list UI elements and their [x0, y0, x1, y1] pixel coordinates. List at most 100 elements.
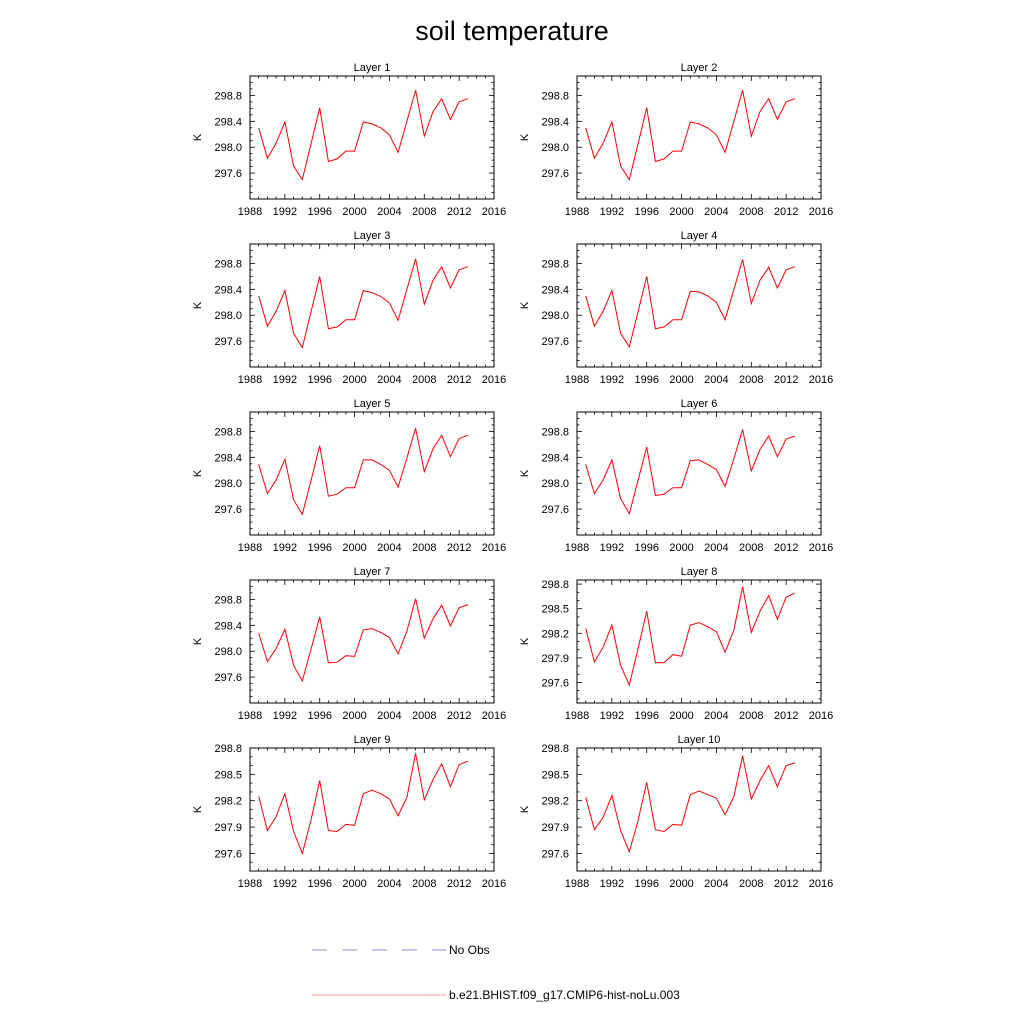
y-tick-label: 298.0	[541, 478, 569, 490]
series-line	[258, 598, 469, 683]
y-tick-label: 298.0	[214, 478, 242, 490]
y-tick-label: 297.6	[541, 336, 569, 348]
x-tick-label: 2000	[342, 374, 366, 386]
x-tick-label: 2008	[739, 374, 763, 386]
x-tick-label: 2004	[377, 206, 401, 218]
x-tick-label: 1988	[565, 710, 589, 722]
y-tick-label: 297.6	[214, 672, 242, 684]
figure-title: soil temperature	[415, 16, 609, 46]
panel-layer-4: Layer 4 1988 1992 1996 2000 2004 2008 2012 2016 2…	[519, 230, 833, 386]
y-tick-label: 297.9	[541, 653, 569, 665]
x-tick-label: 1992	[273, 878, 297, 890]
panel-title: Layer 1	[354, 62, 391, 74]
panel-layer-3: Layer 3 1988 1992 1996 2000 2004 2008 2012 2016 2…	[192, 230, 506, 386]
x-tick-label: 1996	[634, 542, 658, 554]
y-tick-label: 298.8	[541, 743, 569, 755]
legend-label: No Obs	[449, 943, 490, 957]
x-tick-label: 2004	[704, 542, 728, 554]
x-tick-label: 2012	[447, 878, 471, 890]
y-tick-label: 298.4	[541, 452, 569, 464]
x-tick-label: 1988	[565, 878, 589, 890]
x-tick-label: 2000	[669, 710, 693, 722]
y-tick-label: 297.6	[541, 678, 569, 690]
legend-item: b.e21.BHIST.f09_g17.CMIP6-hist-noLu.003	[312, 988, 680, 1002]
y-tick-label: 298.0	[214, 142, 242, 154]
y-tick-label: 297.6	[541, 848, 569, 860]
panel-title: Layer 9	[354, 734, 391, 746]
x-tick-label: 2016	[809, 206, 833, 218]
x-tick-label: 1992	[600, 206, 624, 218]
x-tick-label: 2012	[447, 542, 471, 554]
series-line	[258, 258, 469, 349]
y-tick-label: 298.8	[541, 90, 569, 102]
x-tick-label: 1992	[600, 374, 624, 386]
x-tick-label: 1992	[273, 374, 297, 386]
series-line	[585, 755, 796, 854]
y-tick-label: 297.9	[214, 822, 242, 834]
y-tick-label: 297.6	[214, 504, 242, 516]
x-tick-label: 1988	[238, 878, 262, 890]
x-tick-label: 2016	[809, 878, 833, 890]
y-tick-label: 298.5	[541, 769, 569, 781]
panel-title: Layer 8	[681, 566, 718, 578]
x-tick-label: 2008	[412, 542, 436, 554]
y-tick-label: 298.0	[541, 142, 569, 154]
x-tick-label: 2004	[377, 374, 401, 386]
x-tick-label: 2004	[377, 542, 401, 554]
y-tick-label: 297.9	[541, 822, 569, 834]
y-tick-label: 298.2	[541, 796, 569, 808]
panel-title: Layer 10	[678, 734, 721, 746]
y-tick-label: 297.6	[214, 848, 242, 860]
x-tick-label: 2000	[669, 374, 693, 386]
y-axis-label: K	[192, 469, 204, 477]
x-tick-label: 2000	[342, 710, 366, 722]
panel-title: Layer 6	[681, 398, 718, 410]
y-tick-label: 298.4	[214, 284, 242, 296]
x-tick-label: 2012	[774, 542, 798, 554]
panel-layer-7: Layer 7 1988 1992 1996 2000 2004 2008 2012 2016 2…	[192, 566, 506, 722]
y-tick-label: 297.6	[541, 504, 569, 516]
x-tick-label: 2004	[704, 710, 728, 722]
y-axis-label: K	[192, 805, 204, 813]
y-tick-label: 298.4	[541, 284, 569, 296]
x-tick-label: 1992	[600, 710, 624, 722]
series-line	[258, 753, 469, 856]
y-tick-label: 298.8	[541, 579, 569, 591]
x-tick-label: 2016	[482, 542, 506, 554]
x-tick-label: 2016	[482, 374, 506, 386]
x-tick-label: 2008	[412, 206, 436, 218]
x-tick-label: 1992	[273, 206, 297, 218]
y-tick-label: 298.8	[214, 90, 242, 102]
x-tick-label: 2012	[774, 710, 798, 722]
y-axis-label: K	[519, 133, 531, 141]
y-tick-label: 298.2	[214, 796, 242, 808]
panels: Layer 1 1988 1992 1996 2000 2004 2008 2012 2016 2…	[192, 62, 833, 890]
y-tick-label: 298.2	[541, 628, 569, 640]
y-tick-label: 298.0	[214, 646, 242, 658]
x-tick-label: 2012	[774, 206, 798, 218]
panel-title: Layer 7	[354, 566, 391, 578]
x-tick-label: 2004	[704, 206, 728, 218]
x-tick-label: 1996	[634, 206, 658, 218]
legend: No Obs b.e21.BHIST.f09_g17.CMIP6-hist-noL…	[312, 943, 680, 1002]
y-tick-label: 298.8	[214, 743, 242, 755]
y-tick-label: 298.4	[214, 452, 242, 464]
x-tick-label: 2016	[809, 374, 833, 386]
y-tick-label: 298.5	[214, 769, 242, 781]
y-tick-label: 298.8	[214, 426, 242, 438]
panel-title: Layer 5	[354, 398, 391, 410]
x-tick-label: 2012	[447, 206, 471, 218]
panel-layer-9: Layer 9 1988 1992 1996 2000 2004 2008 2012 2016 2…	[192, 734, 506, 890]
x-tick-label: 1992	[273, 710, 297, 722]
y-axis-label: K	[519, 805, 531, 813]
y-tick-label: 298.8	[214, 594, 242, 606]
x-tick-label: 1988	[238, 206, 262, 218]
y-tick-label: 298.8	[214, 258, 242, 270]
panel-layer-6: Layer 6 1988 1992 1996 2000 2004 2008 2012 2016 2…	[519, 398, 833, 554]
x-tick-label: 1988	[238, 710, 262, 722]
y-tick-label: 298.4	[214, 620, 242, 632]
panel-title: Layer 4	[681, 230, 718, 242]
x-tick-label: 2004	[704, 374, 728, 386]
